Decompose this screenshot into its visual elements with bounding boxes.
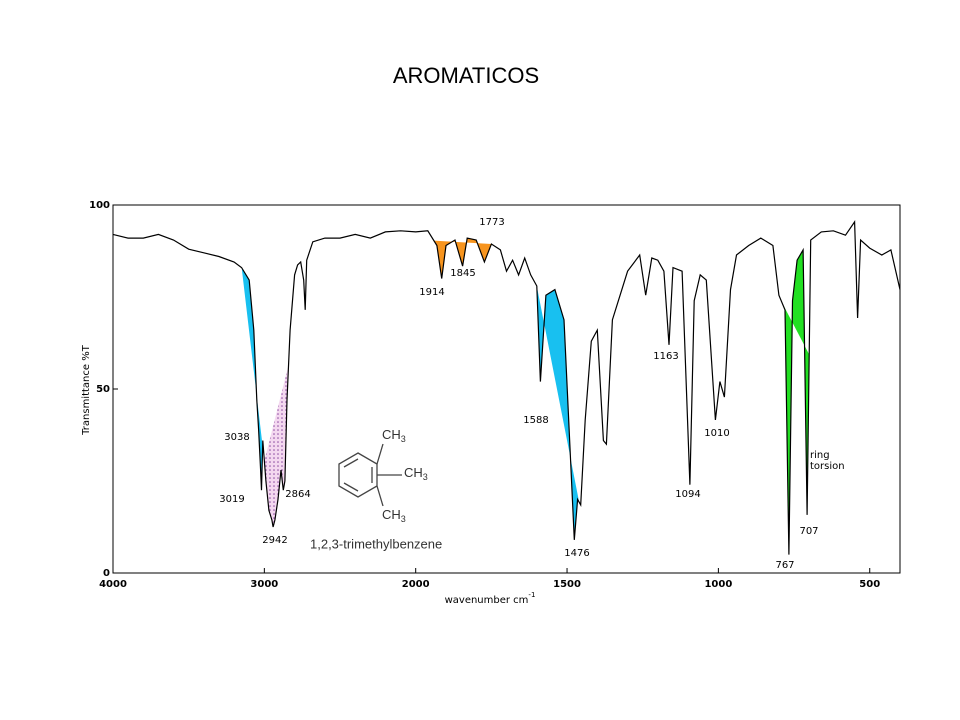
shaded-band-dots bbox=[264, 365, 289, 527]
y-tick-label: 100 bbox=[89, 200, 110, 211]
group: CH bbox=[382, 507, 401, 522]
peak-label: 2864 bbox=[285, 489, 310, 500]
spectrum-line bbox=[112, 220, 901, 555]
peak-label: 1845 bbox=[450, 268, 475, 279]
peak-label: 1094 bbox=[675, 489, 700, 500]
y-tick-label: 0 bbox=[103, 568, 110, 579]
peak-label: 1476 bbox=[564, 548, 589, 559]
plot-frame bbox=[112, 204, 901, 574]
peak-label: 1914 bbox=[419, 287, 444, 298]
peak-label: 707 bbox=[799, 526, 818, 537]
peak-label: 1163 bbox=[653, 351, 678, 362]
shaded-band bbox=[781, 249, 810, 555]
x-tick-label: 500 bbox=[859, 579, 880, 590]
peak-label: 1588 bbox=[523, 415, 548, 426]
x-tick-label: 2000 bbox=[402, 579, 430, 590]
group: CH bbox=[382, 427, 401, 442]
shaded-band bbox=[241, 267, 265, 491]
annotation: torsion bbox=[810, 461, 845, 472]
x-axis-label-sup: -1 bbox=[528, 591, 535, 599]
x-tick-label: 4000 bbox=[99, 579, 127, 590]
group-sub: 3 bbox=[423, 472, 428, 482]
x-tick-label: 1000 bbox=[704, 579, 732, 590]
bond bbox=[376, 443, 384, 465]
chart-title: AROMATICOS bbox=[393, 63, 539, 88]
group-sub: 3 bbox=[401, 514, 406, 524]
structure bbox=[338, 443, 402, 507]
y-tick-label: 50 bbox=[96, 384, 110, 395]
peak-label: 1010 bbox=[704, 428, 729, 439]
group-label: CH3 bbox=[382, 427, 406, 444]
annotation: ring bbox=[810, 450, 830, 461]
shaded-band bbox=[433, 238, 492, 279]
peak-label: 767 bbox=[775, 560, 794, 571]
peak-label: 2942 bbox=[262, 535, 287, 546]
peak-label: 1773 bbox=[479, 217, 504, 228]
peak-label: 3019 bbox=[219, 494, 244, 505]
group-label: CH3 bbox=[382, 507, 406, 524]
group-label: CH3 bbox=[404, 465, 428, 482]
x-axis-label: wavenumber cm-1 bbox=[445, 591, 536, 606]
group: CH bbox=[404, 465, 423, 480]
bond bbox=[343, 482, 359, 492]
x-axis-label-main: wavenumber cm bbox=[445, 595, 529, 606]
x-tick-label: 1500 bbox=[553, 579, 581, 590]
bond bbox=[376, 485, 384, 507]
peak-label: 3038 bbox=[224, 432, 249, 443]
x-tick-label: 3000 bbox=[250, 579, 278, 590]
structure-name: 1,2,3-trimethylbenzene bbox=[310, 536, 442, 551]
shaded-band bbox=[536, 285, 580, 540]
y-axis-label: Transmittance %T bbox=[81, 344, 92, 436]
group-sub: 3 bbox=[401, 434, 406, 444]
bond bbox=[343, 458, 359, 468]
